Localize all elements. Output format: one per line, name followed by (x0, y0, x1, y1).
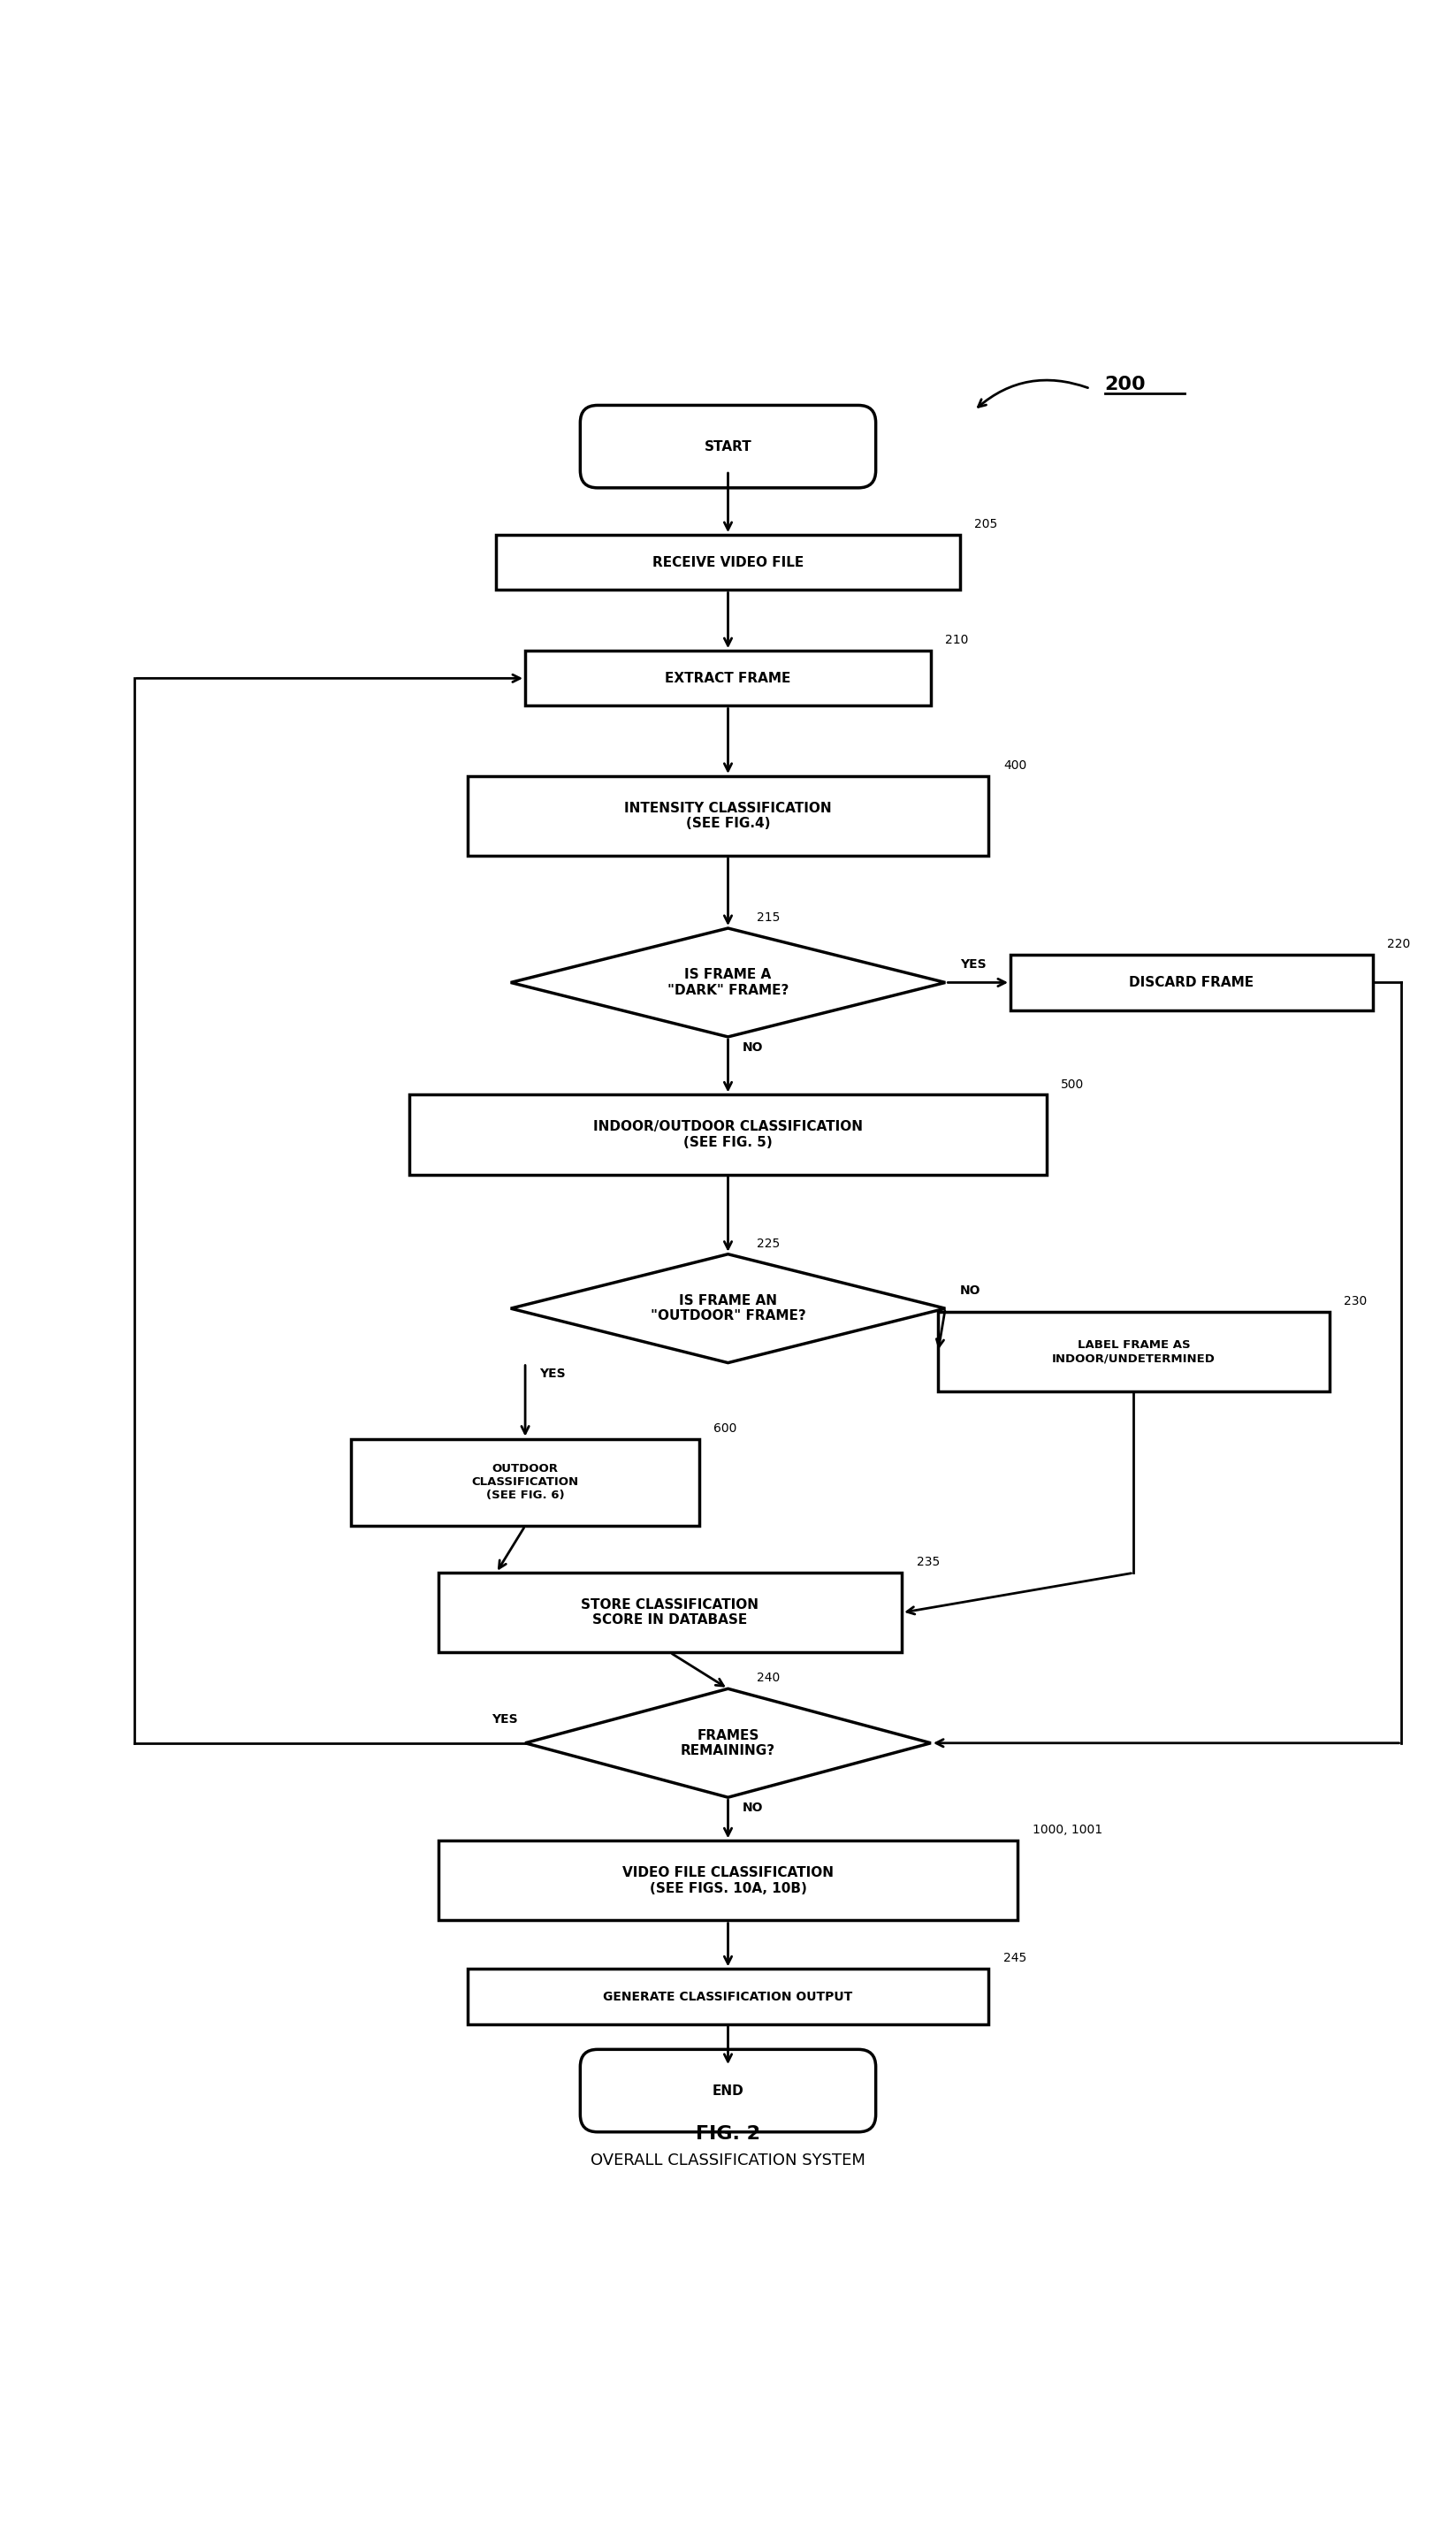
Text: 230: 230 (1344, 1295, 1367, 1308)
Text: 210: 210 (945, 635, 968, 648)
FancyBboxPatch shape (438, 1574, 901, 1652)
Text: 215: 215 (757, 911, 780, 923)
FancyBboxPatch shape (496, 534, 960, 589)
Text: VIDEO FILE CLASSIFICATION
(SEE FIGS. 10A, 10B): VIDEO FILE CLASSIFICATION (SEE FIGS. 10A… (622, 1867, 834, 1895)
Text: FIG. 2: FIG. 2 (696, 2125, 760, 2143)
Text: YES: YES (492, 1713, 518, 1725)
Text: 220: 220 (1388, 939, 1411, 951)
Text: 500: 500 (1061, 1078, 1085, 1090)
Text: END: END (712, 2085, 744, 2097)
FancyBboxPatch shape (467, 777, 989, 855)
Text: LABEL FRAME AS
INDOOR/UNDETERMINED: LABEL FRAME AS INDOOR/UNDETERMINED (1051, 1338, 1216, 1364)
Text: STORE CLASSIFICATION
SCORE IN DATABASE: STORE CLASSIFICATION SCORE IN DATABASE (581, 1599, 759, 1627)
FancyBboxPatch shape (581, 2049, 875, 2133)
Text: START: START (705, 440, 751, 453)
FancyBboxPatch shape (581, 405, 875, 488)
Text: 245: 245 (1003, 1953, 1026, 1966)
Text: OUTDOOR
CLASSIFICATION
(SEE FIG. 6): OUTDOOR CLASSIFICATION (SEE FIG. 6) (472, 1462, 578, 1500)
Text: 400: 400 (1003, 759, 1026, 772)
Text: 240: 240 (757, 1672, 780, 1685)
Text: INDOOR/OUTDOOR CLASSIFICATION
(SEE FIG. 5): INDOOR/OUTDOOR CLASSIFICATION (SEE FIG. … (593, 1121, 863, 1149)
Text: RECEIVE VIDEO FILE: RECEIVE VIDEO FILE (652, 557, 804, 569)
Polygon shape (511, 929, 945, 1037)
Text: NO: NO (743, 1042, 763, 1052)
Text: 1000, 1001: 1000, 1001 (1032, 1824, 1102, 1837)
FancyBboxPatch shape (351, 1440, 699, 1526)
Text: INTENSITY CLASSIFICATION
(SEE FIG.4): INTENSITY CLASSIFICATION (SEE FIG.4) (625, 802, 831, 830)
Text: FRAMES
REMAINING?: FRAMES REMAINING? (680, 1728, 776, 1758)
Text: NO: NO (960, 1285, 980, 1298)
Text: 200: 200 (1105, 374, 1146, 392)
Text: EXTRACT FRAME: EXTRACT FRAME (665, 670, 791, 686)
Text: 600: 600 (713, 1422, 737, 1435)
Text: YES: YES (540, 1366, 566, 1379)
FancyBboxPatch shape (526, 650, 930, 706)
Text: NO: NO (743, 1801, 763, 1814)
FancyBboxPatch shape (1010, 954, 1373, 1009)
Text: OVERALL CLASSIFICATION SYSTEM: OVERALL CLASSIFICATION SYSTEM (591, 2153, 865, 2168)
FancyBboxPatch shape (409, 1095, 1047, 1174)
Text: 235: 235 (916, 1556, 939, 1569)
Text: 225: 225 (757, 1237, 780, 1250)
Polygon shape (526, 1688, 930, 1796)
Text: DISCARD FRAME: DISCARD FRAME (1130, 977, 1254, 989)
Polygon shape (511, 1255, 945, 1364)
FancyBboxPatch shape (438, 1842, 1018, 1920)
Text: YES: YES (960, 959, 986, 972)
Text: 205: 205 (974, 519, 997, 531)
Text: IS FRAME AN
"OUTDOOR" FRAME?: IS FRAME AN "OUTDOOR" FRAME? (651, 1295, 805, 1323)
Text: IS FRAME A
"DARK" FRAME?: IS FRAME A "DARK" FRAME? (667, 969, 789, 997)
FancyBboxPatch shape (467, 1968, 989, 2024)
Text: GENERATE CLASSIFICATION OUTPUT: GENERATE CLASSIFICATION OUTPUT (603, 1991, 853, 2004)
FancyBboxPatch shape (938, 1313, 1329, 1392)
